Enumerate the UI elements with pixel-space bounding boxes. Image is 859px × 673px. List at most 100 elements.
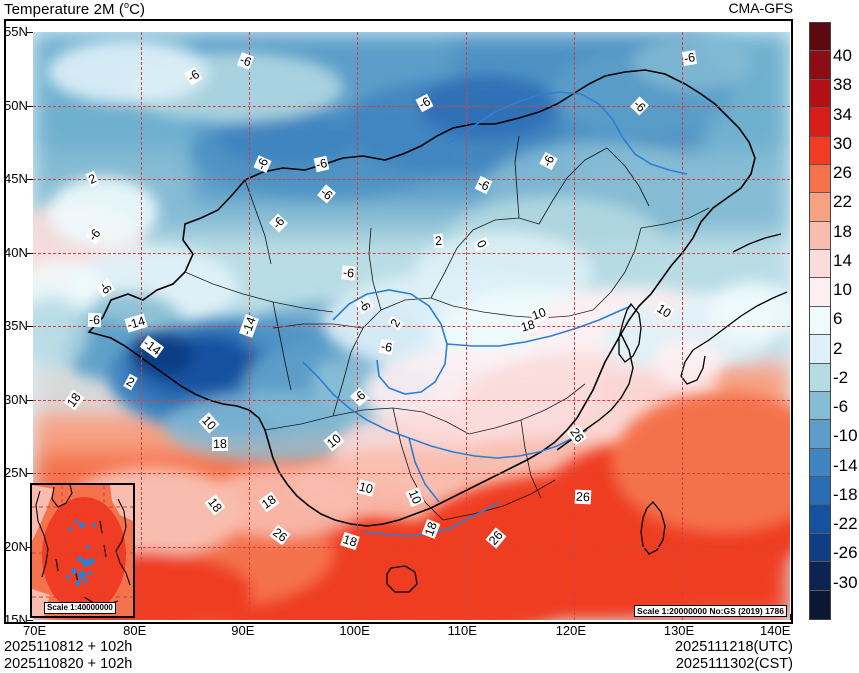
title-unit-tail: C)	[129, 1, 146, 18]
grid-line-parallel	[33, 546, 790, 548]
national-borders	[87, 69, 756, 527]
colorbar-tick-label: 2	[833, 338, 843, 358]
contour-label: -6	[378, 338, 395, 355]
y-axis-tick	[27, 105, 33, 107]
colorbar-segment	[810, 136, 830, 165]
init-time-cst: 2025110820 + 102h	[4, 656, 133, 672]
y-axis-tick	[27, 252, 33, 254]
valid-time-cst: 2025111302(CST)	[675, 656, 793, 672]
colorbar-tick-label: -6	[833, 397, 849, 417]
colorbar	[809, 22, 831, 620]
plot-frame	[4, 19, 793, 624]
colorbar-tick-label: -10	[833, 426, 858, 446]
colorbar-tick-label: 30	[833, 133, 852, 153]
contour-label: 18	[212, 436, 229, 451]
y-axis-tick	[27, 399, 33, 401]
x-axis-tick-label: 100E	[339, 623, 370, 638]
colorbar-segment	[810, 306, 830, 336]
contour-label: -6	[681, 50, 697, 67]
y-axis-tick-label: 20N	[4, 538, 28, 554]
y-axis-tick-label: 30N	[4, 391, 28, 407]
grid-line-parallel	[33, 399, 790, 401]
map-scale-main: Scale 1:20000000 No:GS (2019) 1786	[634, 605, 787, 617]
grid-line-parallel	[33, 179, 790, 180]
y-axis-tick	[27, 326, 33, 327]
model-label: CMA-GFS	[728, 0, 793, 16]
colorbar-segment	[810, 108, 830, 137]
hainan-outline	[386, 565, 418, 593]
colorbar-tick-label: -14	[833, 455, 858, 475]
contour-label: 2	[433, 233, 444, 249]
colorbar-segment	[810, 250, 830, 279]
y-axis-tick	[27, 179, 33, 180]
colorbar-tick-label: -18	[833, 484, 858, 504]
colorbar-tick-label: 14	[833, 250, 852, 270]
colorbar-tick-label: -2	[833, 367, 849, 387]
rivers	[302, 91, 688, 537]
colorbar-segment	[810, 278, 830, 307]
y-axis-tick-label: 25N	[4, 465, 28, 480]
colorbar-tick-label: 40	[833, 46, 852, 66]
colorbar-segment	[810, 448, 830, 477]
y-axis-tick-label: 35N	[4, 318, 28, 333]
japan-outline	[680, 233, 788, 385]
colorbar-tick-label: 34	[833, 104, 852, 124]
y-axis-tick-label: 45N	[4, 171, 28, 186]
province-borders	[184, 135, 710, 521]
colorbar-tick-label: 6	[833, 309, 843, 329]
colorbar-segment	[810, 590, 830, 619]
colorbar-segment	[810, 164, 830, 194]
colorbar-tick-label: 38	[833, 75, 852, 95]
colorbar-tick-label: 10	[833, 280, 852, 300]
degree-symbol: o	[123, 0, 130, 10]
contour-label: -6	[341, 265, 356, 281]
colorbar-segment	[810, 533, 830, 563]
colorbar-segment	[810, 477, 830, 506]
page-title: Temperature 2M (oC)	[4, 0, 145, 18]
colorbar-segment	[810, 420, 830, 449]
temperature-field	[33, 32, 790, 620]
grid-line-parallel	[33, 326, 790, 327]
y-axis-tick	[27, 32, 33, 33]
colorbar-segment	[810, 363, 830, 392]
colorbar-tick-label: 26	[833, 163, 852, 183]
y-axis-tick	[27, 473, 33, 474]
x-axis-tick-label: 130E	[663, 623, 695, 638]
x-axis-tick-label: 70E	[23, 623, 47, 638]
colorbar-segment	[810, 221, 830, 250]
x-axis-tick-label: 110E	[447, 623, 477, 638]
colorbar-segment	[810, 79, 830, 109]
colorbar-segment	[810, 193, 830, 222]
init-time-utc: 2025110812 + 102h	[4, 639, 133, 655]
x-axis-tick-label: 120E	[555, 623, 587, 638]
y-axis-tick-label: 40N	[4, 244, 28, 260]
taiwan-outline	[640, 501, 666, 555]
colorbar-tick-label: 18	[833, 221, 852, 241]
x-axis-tick	[790, 614, 791, 620]
grid-line-parallel	[33, 105, 790, 107]
colorbar-segment	[810, 335, 830, 364]
colorbar-segment	[810, 391, 830, 421]
korea-outline	[618, 302, 642, 363]
inset-map-south-china-sea[interactable]: Scale 1:40000000	[30, 483, 135, 618]
y-axis-tick-label: 50N	[4, 97, 28, 113]
colorbar-tick-label: -22	[833, 514, 858, 534]
grid-line-parallel	[33, 473, 790, 474]
colorbar-segment	[810, 562, 830, 591]
y-axis-tick-label: 15N	[4, 612, 28, 627]
title-text: Temperature 2M (	[4, 1, 124, 18]
map-scale-inset: Scale 1:40000000	[44, 602, 116, 614]
x-axis-tick-label: 80E	[123, 623, 147, 638]
y-axis-tick-label: 55N	[4, 24, 28, 39]
colorbar-tick-label: -26	[833, 543, 858, 563]
map-canvas[interactable]: -14 -14 -14 -6 -6 -6 -6 -6 -6 -6 -6 -6 -6 -6 -6 -6 -6 -6-…	[33, 32, 790, 620]
grid-line-parallel	[33, 252, 790, 254]
colorbar-tick-label: -30	[833, 572, 858, 592]
x-axis-tick-label: 90E	[231, 623, 255, 638]
valid-time-utc: 2025111218(UTC)	[675, 639, 793, 655]
contour-label: 26	[574, 489, 591, 504]
colorbar-segment	[810, 23, 830, 52]
contour-label: -6	[87, 312, 102, 328]
colorbar-segment	[810, 505, 830, 534]
colorbar-tick-label: 22	[833, 192, 852, 212]
